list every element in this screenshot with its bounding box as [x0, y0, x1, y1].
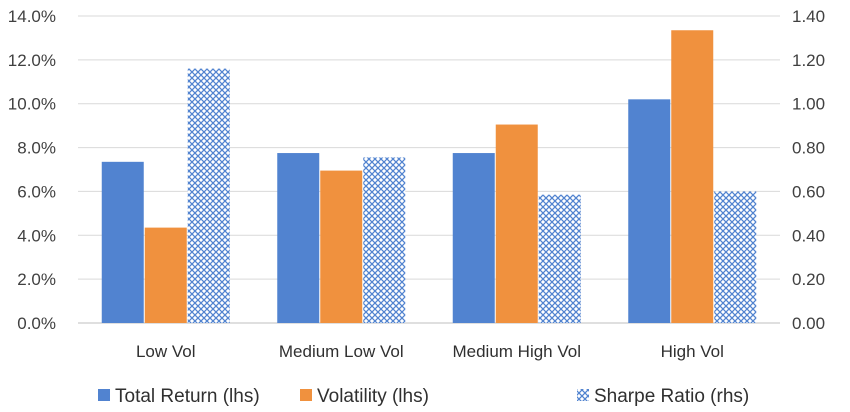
left-tick-label: 6.0% — [17, 182, 56, 201]
bar — [363, 157, 406, 323]
bar — [277, 153, 320, 323]
legend-label: Volatility (lhs) — [317, 386, 429, 407]
left-tick-label: 12.0% — [8, 51, 56, 70]
category-label: High Vol — [661, 342, 724, 361]
right-tick-label: 0.20 — [792, 270, 825, 289]
right-tick-label: 1.40 — [792, 7, 825, 26]
right-axis: 0.00 0.20 0.40 0.60 0.80 1.00 1.20 1.40 — [792, 7, 825, 333]
category-axis: Low Vol Medium Low Vol Medium High Vol High… — [136, 342, 724, 361]
bar — [101, 161, 144, 323]
category-label: Medium Low Vol — [279, 342, 404, 361]
legend-label: Sharpe Ratio (rhs) — [594, 386, 749, 407]
left-tick-label: 10.0% — [8, 95, 56, 114]
bar — [714, 191, 757, 323]
left-axis: 0.0% 2.0% 4.0% 6.0% 8.0% 10.0% 12.0% 14.0% — [8, 7, 56, 333]
right-tick-label: 0.40 — [792, 226, 825, 245]
bar — [495, 124, 538, 324]
bar — [320, 170, 363, 323]
bar — [452, 153, 495, 323]
left-tick-label: 4.0% — [17, 226, 56, 245]
bar — [187, 68, 230, 323]
legend-swatch — [577, 389, 589, 401]
bar — [144, 227, 187, 323]
right-tick-label: 0.80 — [792, 139, 825, 158]
left-tick-label: 0.0% — [17, 314, 56, 333]
right-tick-label: 0.60 — [792, 182, 825, 201]
bar — [628, 99, 671, 323]
bars — [101, 30, 757, 324]
category-label: Medium High Vol — [452, 342, 581, 361]
legend: Total Return (lhs) Volatility (lhs) Sharpe… — [98, 386, 749, 407]
left-tick-label: 2.0% — [17, 270, 56, 289]
left-tick-label: 14.0% — [8, 7, 56, 26]
right-tick-label: 1.00 — [792, 95, 825, 114]
left-tick-label: 8.0% — [17, 139, 56, 158]
bar — [538, 194, 581, 323]
right-tick-label: 1.20 — [792, 51, 825, 70]
category-label: Low Vol — [136, 342, 196, 361]
legend-swatch — [98, 389, 110, 401]
bar — [671, 30, 714, 323]
legend-swatch — [300, 389, 312, 401]
legend-label: Total Return (lhs) — [115, 386, 260, 407]
right-tick-label: 0.00 — [792, 314, 825, 333]
